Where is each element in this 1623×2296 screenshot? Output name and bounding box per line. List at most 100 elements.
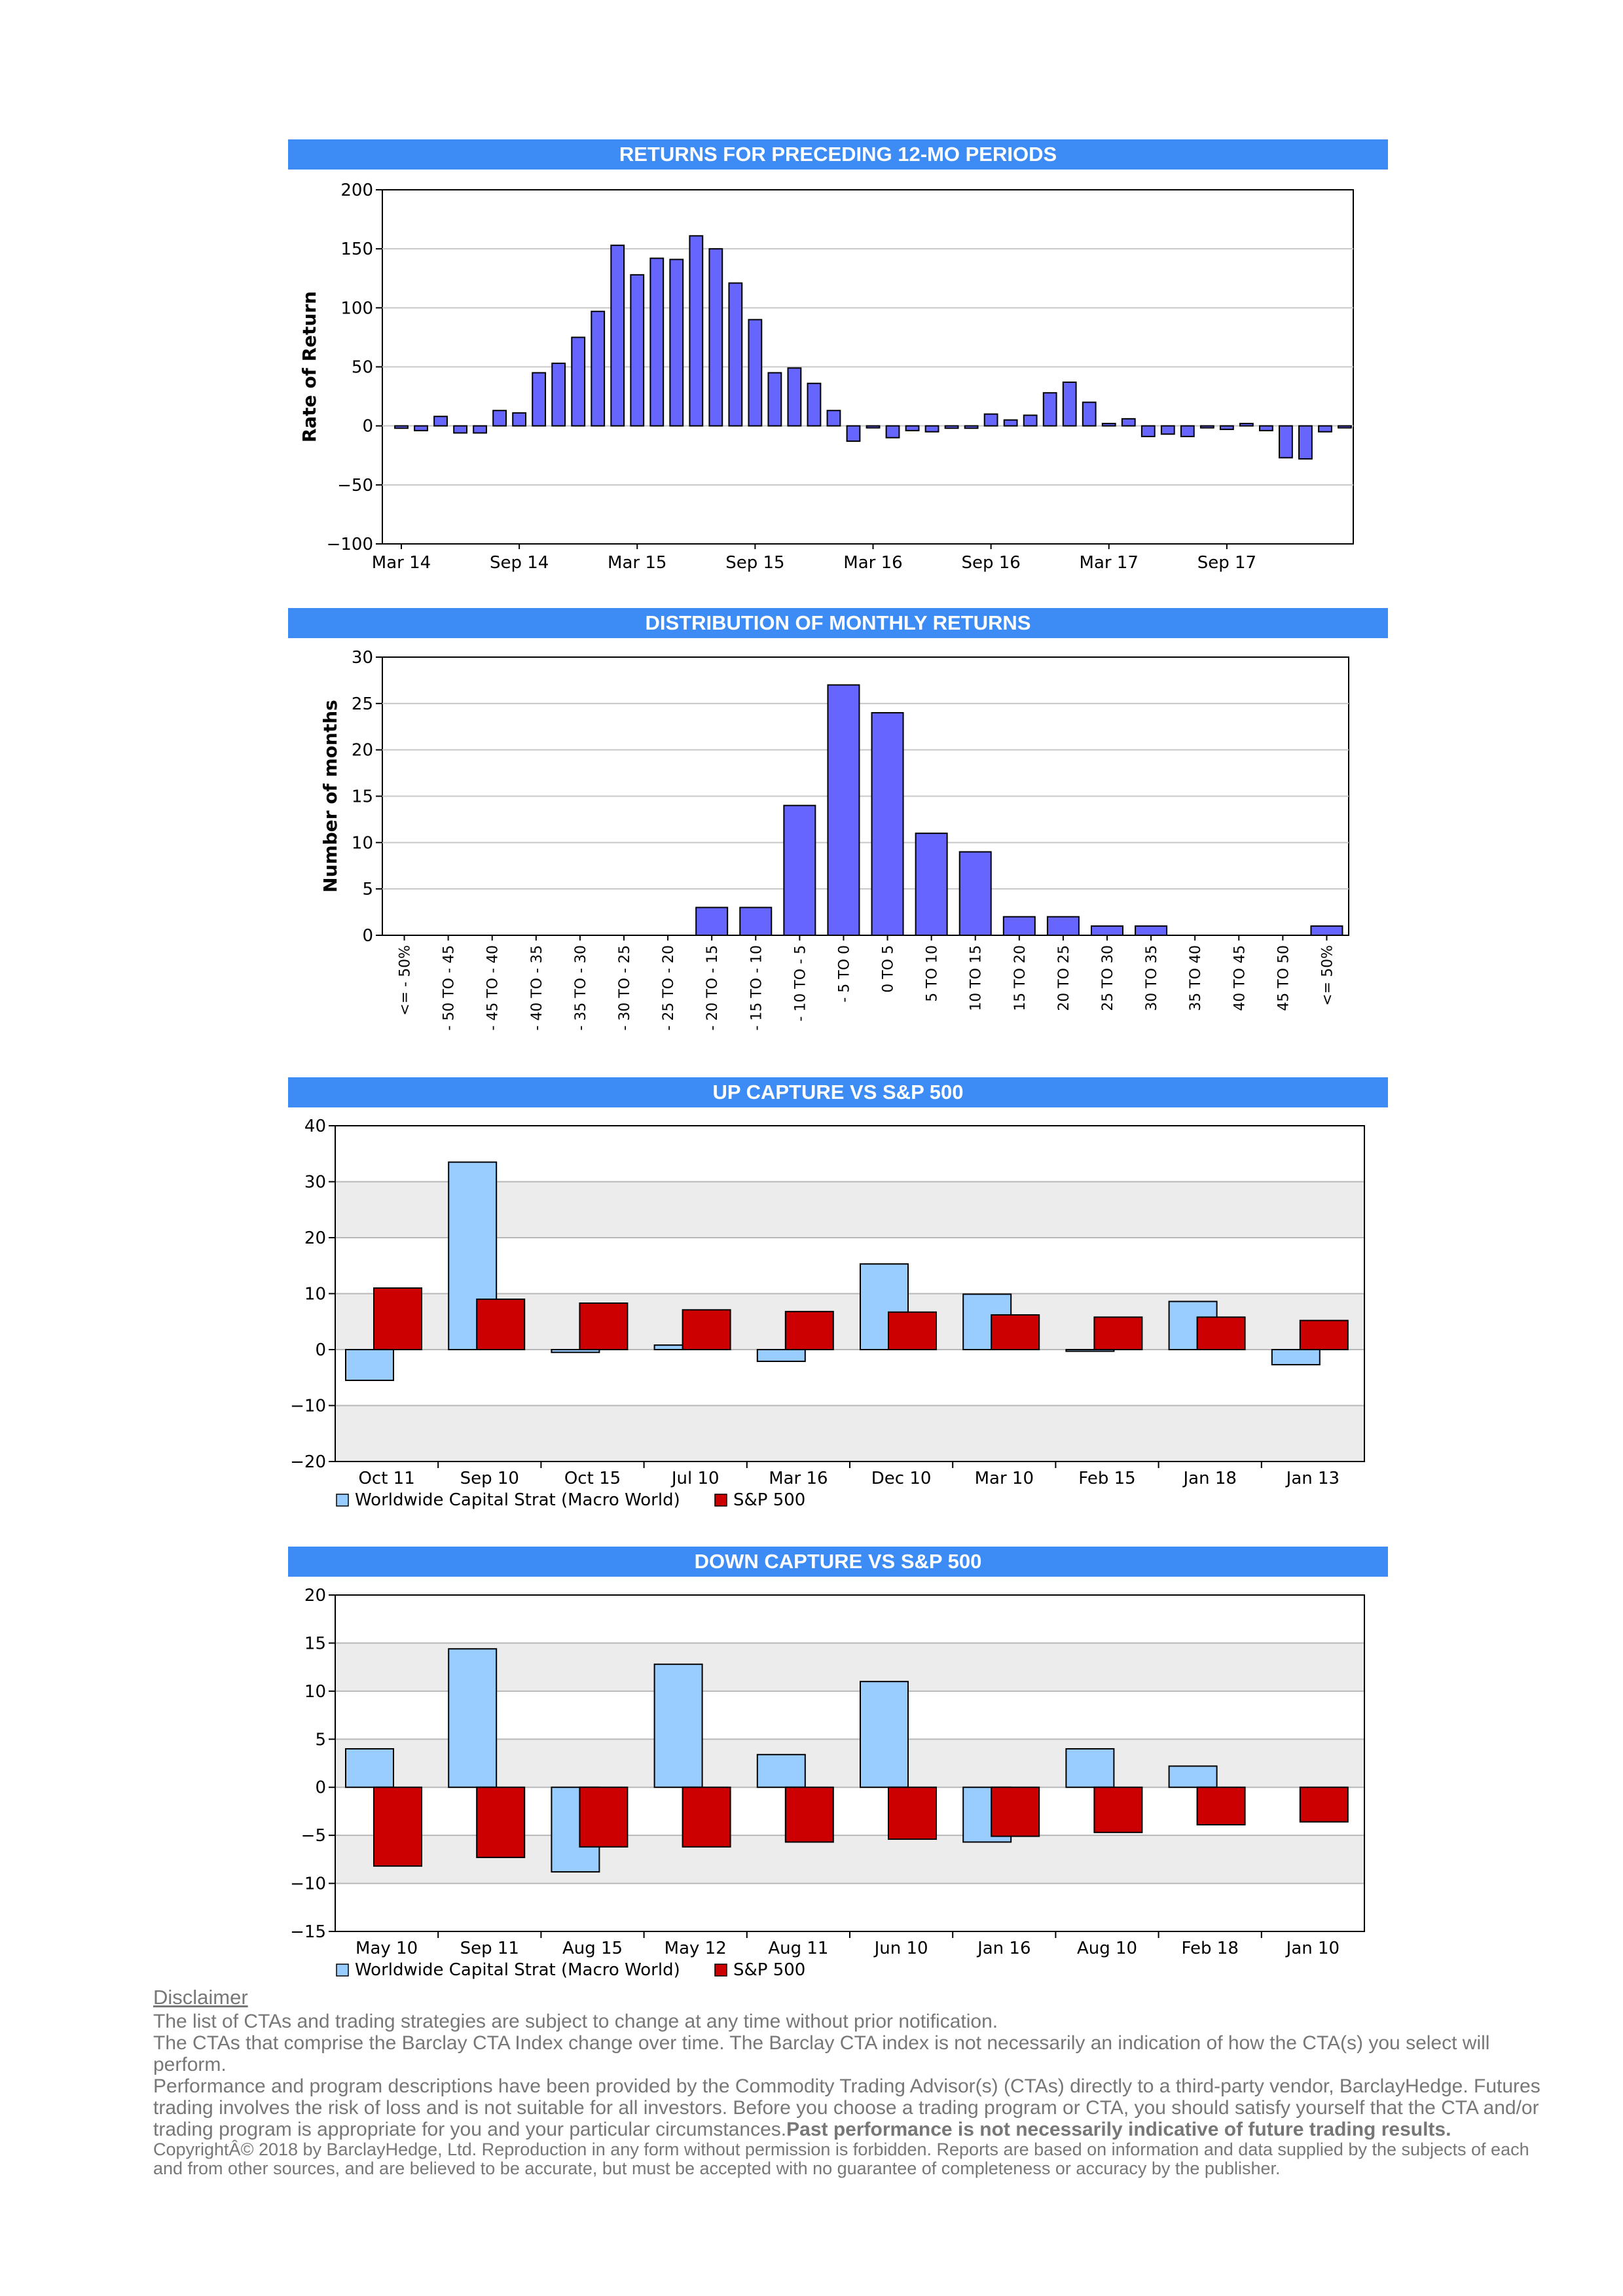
bar xyxy=(767,372,782,427)
bar xyxy=(695,906,729,936)
sp500-bar xyxy=(579,1302,629,1350)
bar xyxy=(610,244,625,427)
bar xyxy=(905,425,920,431)
x-tick-label: 0 TO 5 xyxy=(881,945,897,993)
fund-bar xyxy=(345,1748,394,1788)
bar xyxy=(708,248,723,427)
y-tick-label: 10 xyxy=(304,1285,326,1304)
y-tick-label: 25 xyxy=(352,694,373,714)
bar xyxy=(1310,925,1343,937)
disclaimer-line-3-text: Performance and program descriptions hav… xyxy=(153,2075,1541,2140)
sp500-bar xyxy=(784,1310,834,1350)
x-tick-label: 30 TO 35 xyxy=(1144,945,1160,1011)
bar xyxy=(1002,916,1036,936)
fund-bar xyxy=(551,1349,600,1354)
x-tick-label: Jan 10 xyxy=(1285,1939,1340,1958)
x-tick-label: Sep 14 xyxy=(490,553,549,573)
y-tick-label: 5 xyxy=(362,880,373,899)
y-tick-label: 10 xyxy=(304,1682,326,1702)
bar xyxy=(787,367,802,427)
y-tick-label: 100 xyxy=(340,298,373,318)
bar xyxy=(1082,401,1097,427)
bar xyxy=(532,372,547,427)
grid-band xyxy=(335,1405,1364,1462)
y-tick-label: −10 xyxy=(290,1874,326,1894)
disclaimer-line-1: The list of CTAs and trading strategies … xyxy=(153,2011,998,2032)
y-tick-label: −20 xyxy=(290,1452,326,1472)
x-tick-label: Mar 14 xyxy=(372,553,431,573)
x-tick-label: Mar 15 xyxy=(608,553,666,573)
x-tick-label: Sep 15 xyxy=(725,553,784,573)
y-tick-label: 15 xyxy=(352,787,373,807)
x-tick-label: Jan 18 xyxy=(1182,1469,1236,1488)
bar xyxy=(871,712,904,936)
x-tick-label: 25 TO 30 xyxy=(1100,945,1116,1011)
sp500-bar xyxy=(579,1786,629,1848)
sp500-bar xyxy=(1196,1316,1246,1351)
bar xyxy=(591,310,606,427)
sp500-bar xyxy=(784,1786,834,1843)
down-capture-chart-title: DOWN CAPTURE VS S&P 500 xyxy=(288,1547,1388,1577)
y-tick-label: 0 xyxy=(315,1340,326,1360)
y-tick-label: 0 xyxy=(315,1778,326,1798)
bar xyxy=(1091,925,1123,937)
x-tick-label: - 45 TO - 40 xyxy=(485,945,501,1031)
x-tick-label: Oct 15 xyxy=(564,1469,621,1488)
bar xyxy=(1259,425,1273,431)
sp500-bar xyxy=(1299,1319,1349,1351)
y-tick-label: 20 xyxy=(352,741,373,761)
x-tick-label: Sep 10 xyxy=(460,1469,519,1488)
x-tick-label: - 5 TO 0 xyxy=(836,945,852,1003)
y-tick-label: −5 xyxy=(301,1826,326,1846)
x-tick-label: May 12 xyxy=(665,1939,727,1958)
bar xyxy=(630,274,645,427)
y-tick-label: −15 xyxy=(290,1922,326,1942)
bar xyxy=(473,425,487,434)
x-tick-label: 40 TO 45 xyxy=(1231,945,1248,1011)
bar xyxy=(915,833,948,936)
bar xyxy=(924,425,939,433)
bar xyxy=(983,413,998,427)
x-tick-label: 35 TO 40 xyxy=(1188,945,1204,1011)
bar xyxy=(1140,425,1156,437)
x-tick-label: Feb 15 xyxy=(1078,1469,1135,1488)
fund-bar xyxy=(653,1663,703,1788)
bar xyxy=(728,282,743,427)
legend-swatch xyxy=(336,1494,349,1507)
fund-bar xyxy=(1065,1748,1115,1788)
bar xyxy=(885,425,900,439)
sp500-bar xyxy=(991,1786,1040,1837)
disclaimer-past-performance: Past performance is not necessarily indi… xyxy=(786,2119,1451,2140)
disclaimer-line-2: The CTAs that comprise the Barclay CTA I… xyxy=(153,2032,1490,2075)
fund-bar xyxy=(756,1349,806,1362)
x-tick-label: Feb 18 xyxy=(1182,1939,1239,1958)
bar xyxy=(669,259,684,427)
y-tick-label: −100 xyxy=(327,535,373,554)
y-tick-label: −50 xyxy=(337,476,373,495)
y-tick-label: 150 xyxy=(340,240,373,259)
legend-swatch xyxy=(714,1494,727,1507)
bar xyxy=(748,319,763,427)
sp500-bar xyxy=(888,1786,937,1840)
x-tick-label: May 10 xyxy=(356,1939,418,1958)
sp500-bar xyxy=(1299,1786,1349,1823)
returns-chart: 200 150 100 50 0 −50 −100 Rate of Return Mar 14 S… xyxy=(299,181,1354,573)
y-tick-label: 20 xyxy=(304,1586,326,1605)
x-tick-label: Sep 17 xyxy=(1197,553,1256,573)
up-capture-chart: 40 30 20 10 0 −10 −20 Oct 11 Sep 10 Oct 15 Jul 10 M… xyxy=(290,1117,1365,1510)
sp500-bar xyxy=(1093,1316,1143,1351)
y-tick-label: 10 xyxy=(352,833,373,853)
bar xyxy=(944,425,959,429)
y-tick-label: 5 xyxy=(315,1730,326,1749)
sp500-bar xyxy=(1093,1786,1143,1833)
bar xyxy=(807,382,822,427)
up-capture-chart-title: UP CAPTURE VS S&P 500 xyxy=(288,1077,1388,1107)
bar xyxy=(1219,425,1234,431)
disclaimer-line-3: Performance and program descriptions hav… xyxy=(153,2075,1541,2140)
sp500-bar xyxy=(682,1309,731,1351)
sp500-bar xyxy=(373,1287,422,1351)
bar xyxy=(1023,414,1038,427)
y-tick-label: −10 xyxy=(290,1397,326,1416)
legend-swatch xyxy=(714,1964,727,1977)
x-tick-label: 5 TO 10 xyxy=(924,945,941,1002)
